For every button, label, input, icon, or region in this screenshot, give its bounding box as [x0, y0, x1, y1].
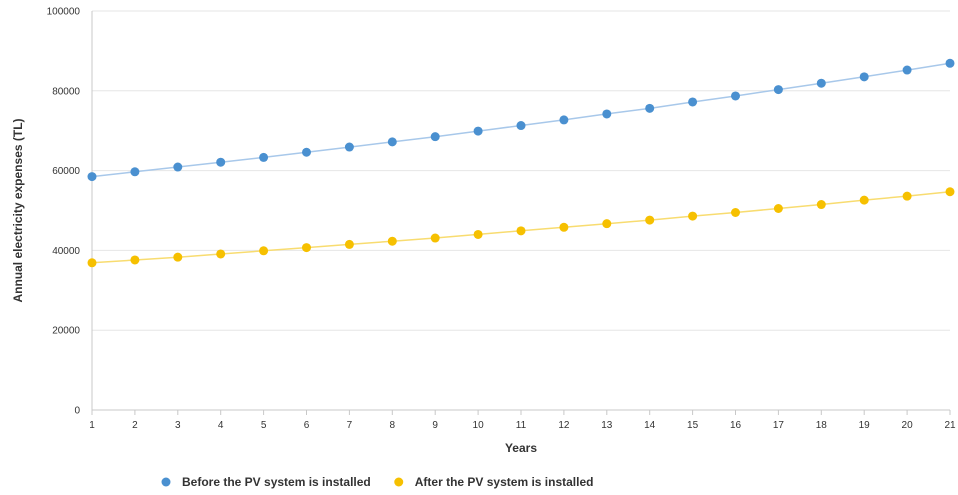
data-point[interactable] — [302, 147, 311, 157]
x-tick-label: 10 — [473, 420, 485, 431]
x-tick-label: 19 — [859, 420, 871, 431]
data-point[interactable] — [516, 226, 526, 236]
data-point[interactable] — [731, 91, 740, 101]
y-tick-label: 60000 — [52, 166, 80, 177]
legend-marker — [161, 477, 171, 487]
x-axis-title: Years — [505, 441, 537, 455]
data-point[interactable] — [688, 97, 698, 107]
legend-item-1[interactable]: Before the PV system is installed — [161, 475, 371, 489]
data-point[interactable] — [602, 219, 612, 229]
x-tick-label: 2 — [132, 420, 138, 431]
legend-item-2[interactable]: After the PV system is installed — [394, 475, 593, 489]
x-tick-label: 1 — [89, 420, 95, 431]
y-tick-label: 100000 — [47, 7, 81, 18]
data-point[interactable] — [173, 162, 183, 172]
data-point[interactable] — [387, 236, 397, 246]
legend-label: Before the PV system is installed — [182, 475, 371, 489]
data-point[interactable] — [559, 115, 569, 125]
data-point[interactable] — [516, 121, 526, 131]
data-point[interactable] — [130, 255, 140, 265]
data-point[interactable] — [731, 207, 740, 217]
data-point[interactable] — [945, 58, 955, 68]
data-point[interactable] — [816, 200, 826, 210]
legend-marker — [394, 477, 404, 487]
data-point[interactable] — [688, 211, 698, 221]
data-point[interactable] — [430, 233, 440, 243]
data-point[interactable] — [430, 132, 440, 142]
data-point[interactable] — [473, 229, 483, 239]
data-point[interactable] — [130, 167, 140, 177]
data-point[interactable] — [344, 142, 354, 152]
data-point[interactable] — [902, 65, 912, 75]
series-1 — [87, 58, 955, 182]
data-point[interactable] — [302, 243, 311, 253]
x-tick-label: 20 — [902, 420, 914, 431]
x-tick-label: 4 — [218, 420, 224, 431]
x-tick-label: 3 — [175, 420, 181, 431]
x-tick-label: 16 — [730, 420, 742, 431]
data-point[interactable] — [945, 187, 955, 197]
data-point[interactable] — [902, 191, 912, 201]
y-tick-label: 0 — [74, 406, 80, 417]
data-point[interactable] — [816, 78, 826, 88]
data-point[interactable] — [87, 172, 97, 182]
x-tick-label: 17 — [773, 420, 785, 431]
data-point[interactable] — [387, 137, 397, 147]
x-tick-label: 15 — [687, 420, 699, 431]
data-point[interactable] — [259, 246, 269, 256]
data-point[interactable] — [173, 252, 183, 262]
data-point[interactable] — [473, 126, 483, 136]
x-tick-label: 12 — [558, 420, 570, 431]
x-tick-label: 18 — [816, 420, 828, 431]
x-tick-label: 7 — [347, 420, 353, 431]
data-point[interactable] — [773, 85, 783, 95]
data-point[interactable] — [559, 222, 569, 232]
x-tick-label: 5 — [261, 420, 267, 431]
x-tick-label: 9 — [432, 420, 438, 431]
y-tick-label: 20000 — [52, 326, 80, 337]
x-tick-label: 14 — [644, 420, 656, 431]
y-tick-label: 40000 — [52, 246, 80, 257]
data-point[interactable] — [773, 204, 783, 214]
legend: Before the PV system is installed After t… — [161, 475, 593, 489]
series-2 — [87, 187, 955, 268]
y-axis-title: Annual electricity expenses (TL) — [11, 118, 25, 302]
data-point[interactable] — [344, 239, 354, 249]
x-tick-label: 8 — [390, 420, 396, 431]
x-tick-label: 6 — [304, 420, 310, 431]
data-point[interactable] — [216, 249, 226, 259]
data-point[interactable] — [645, 215, 655, 225]
data-point[interactable] — [859, 195, 869, 205]
series-group — [87, 58, 955, 268]
data-point[interactable] — [602, 109, 612, 119]
data-point[interactable] — [859, 72, 869, 82]
x-tick-label: 11 — [516, 420, 527, 431]
legend-label: After the PV system is installed — [415, 475, 594, 489]
data-point[interactable] — [259, 152, 269, 162]
data-point[interactable] — [645, 103, 655, 113]
data-point[interactable] — [216, 157, 226, 167]
grid-lines — [92, 10, 950, 331]
x-tick-label: 13 — [601, 420, 613, 431]
data-point[interactable] — [87, 258, 97, 268]
x-tick-label: 21 — [944, 420, 956, 431]
y-tick-label: 80000 — [52, 86, 80, 97]
